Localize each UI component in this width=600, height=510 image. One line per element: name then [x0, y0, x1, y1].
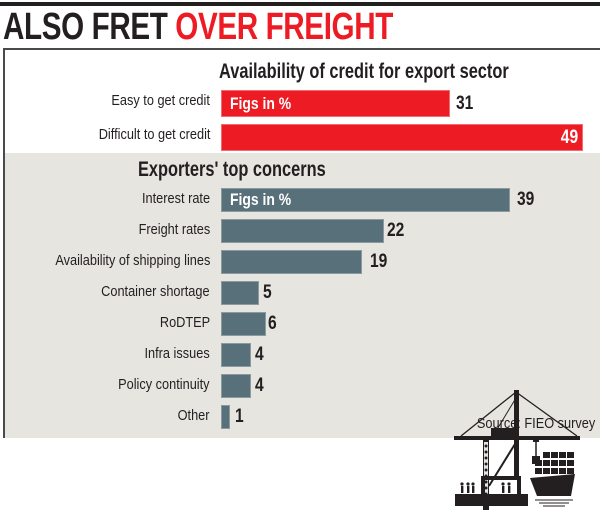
- concern-label-policy: Policy continuity: [118, 376, 210, 393]
- credit-bar-easy: Figs in %: [221, 90, 450, 117]
- concern-bar-container: [221, 281, 259, 305]
- credit-value-difficult: 49: [560, 127, 579, 148]
- source-note: Source: FIEO survey: [476, 415, 595, 432]
- credit-panel: Availability of credit for export sector…: [5, 50, 600, 153]
- concern-label-other: Other: [178, 407, 210, 424]
- concern-label-interest: Interest rate: [141, 190, 210, 207]
- concern-value-policy: 4: [255, 375, 264, 396]
- headline-part2: OVER FREIGHT: [175, 6, 393, 48]
- concern-value-other: 1: [235, 406, 244, 427]
- chart-box: Availability of credit for export sector…: [3, 48, 600, 510]
- concern-bar-shipping: [221, 250, 362, 274]
- concern-value-shipping: 19: [370, 251, 388, 272]
- concerns-title: Exporters' top concerns: [138, 158, 326, 181]
- top-rule: [0, 2, 600, 6]
- credit-label-difficult: Difficult to get credit: [98, 126, 210, 143]
- figs-note: Figs in %: [230, 190, 292, 209]
- concern-bar-freight: [221, 219, 384, 243]
- concerns-panel: Exporters' top concerns Interest rate Fi…: [5, 153, 600, 510]
- concern-bar-infra: [221, 343, 251, 367]
- concern-value-rodtep: 6: [268, 313, 277, 334]
- concern-bar-rodtep: [221, 312, 266, 336]
- concern-value-infra: 4: [255, 344, 264, 365]
- figs-note: Figs in %: [230, 94, 292, 113]
- headline: ALSO FRET OVER FREIGHT: [3, 7, 393, 47]
- concern-value-container: 5: [263, 282, 272, 303]
- concern-value-interest: 39: [517, 189, 535, 210]
- concern-label-container: Container shortage: [101, 283, 210, 300]
- concern-bar-policy: [221, 374, 251, 398]
- credit-bar-difficult: [221, 124, 583, 151]
- port-crane-ship-icon: [454, 390, 580, 510]
- concern-label-infra: Infra issues: [144, 345, 210, 362]
- credit-label-easy: Easy to get credit: [111, 92, 210, 109]
- credit-title: Availability of credit for export sector: [219, 60, 509, 83]
- concern-value-freight: 22: [387, 220, 405, 241]
- concern-bar-interest: Figs in %: [221, 188, 510, 212]
- concern-label-rodtep: RoDTEP: [159, 314, 210, 331]
- concern-label-freight: Freight rates: [138, 221, 210, 238]
- headline-part1: ALSO FRET: [3, 6, 176, 48]
- credit-value-easy: 31: [456, 93, 474, 114]
- concern-bar-other: [221, 405, 230, 429]
- concern-label-shipping: Availability of shipping lines: [55, 252, 210, 269]
